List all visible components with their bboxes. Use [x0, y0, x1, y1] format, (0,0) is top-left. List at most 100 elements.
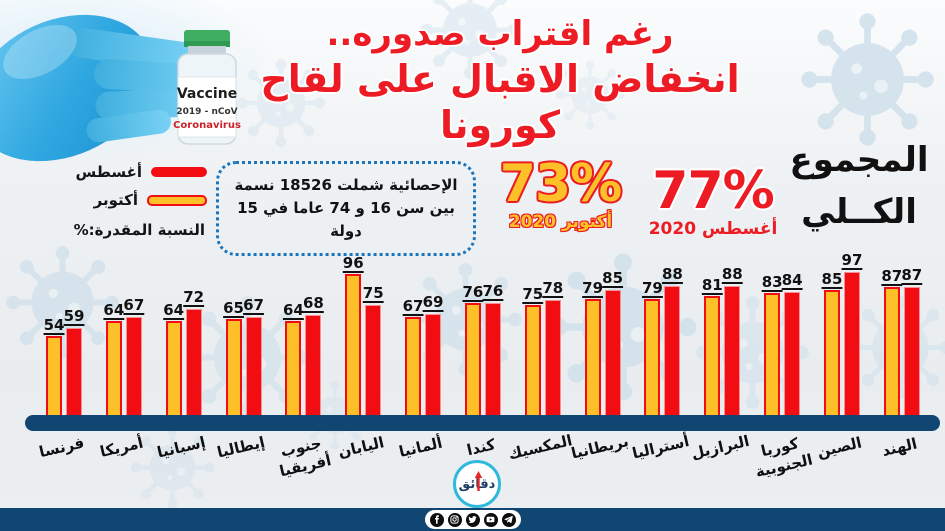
bar-value: 64	[163, 300, 185, 319]
grand-total-line2: الكــلي	[801, 192, 917, 232]
total-august-label: أغسطس 2020	[648, 219, 778, 239]
bar-group: 64 67	[103, 296, 144, 417]
country-label: البرازيل	[689, 431, 751, 463]
legend-item-october: أكتوبر	[12, 191, 207, 209]
bar-october: 79	[642, 279, 663, 417]
bar-value: 67	[123, 295, 145, 314]
country-label: المكسيك	[506, 431, 575, 464]
telegram-icon[interactable]	[501, 512, 516, 527]
country-label: إسبانيا	[155, 432, 208, 462]
country-label-cell: أمريكا	[98, 434, 145, 476]
bar-group: 76 76	[462, 282, 503, 417]
bar-value: 79	[582, 278, 604, 297]
daqaeq-logo: دقائق	[452, 459, 502, 509]
country-label-cell: الصين	[816, 433, 864, 476]
bar-august: 68	[303, 294, 324, 417]
vial-brand-text: Vaccine	[177, 86, 237, 102]
bar-value: 59	[63, 307, 85, 326]
vial-sub-text: 2019 - nCoV	[176, 107, 237, 117]
chart-baseline	[25, 415, 940, 431]
bar-value: 76	[482, 282, 504, 301]
country-label-cell: بريطانيا	[570, 432, 631, 476]
bar-value: 84	[781, 270, 803, 289]
bar-group: 65 67	[223, 296, 264, 417]
bar-august: 75	[363, 284, 384, 417]
country-label: فرنسا	[37, 433, 87, 462]
bar-august: 76	[482, 282, 503, 417]
survey-stats-box: الإحصائية شملت 18526 نسمة بين سن 16 و 74…	[216, 161, 476, 256]
bar-value: 96	[342, 253, 364, 272]
country-label: كوريا الجنوبية	[753, 434, 815, 482]
total-august: 77% أغسطس 2020	[648, 165, 778, 239]
bar-august: 78	[542, 279, 563, 417]
bar-value: 72	[183, 288, 205, 307]
bar-group: 54 59	[44, 307, 84, 417]
bar-august: 67	[123, 296, 144, 417]
total-august-value: 77%	[652, 161, 774, 221]
bar-august: 87	[901, 266, 922, 417]
bar-october: 79	[582, 279, 603, 417]
legend-item-august: أغسطس	[12, 163, 207, 181]
bar-august: 85	[602, 269, 623, 417]
legend-swatch-october	[147, 194, 207, 206]
bar-october: 64	[283, 301, 304, 417]
country-label: أمريكا	[98, 433, 145, 461]
bar-value: 76	[462, 283, 484, 302]
bar-august: 88	[662, 265, 683, 417]
country-label-cell: أستراليا	[630, 432, 690, 476]
logo-text: دقائق	[459, 477, 496, 492]
bar-group: 64 68	[283, 294, 324, 417]
headline: رغم اقتراب صدوره.. انخفاض الاقبال على لق…	[240, 12, 760, 148]
bar-value: 87	[881, 267, 903, 286]
country-label-cell: كوريا الجنوبية	[754, 434, 815, 481]
vial-name-text: Coronavirus	[173, 120, 241, 131]
bar-value: 64	[103, 300, 125, 319]
youtube-icon[interactable]	[483, 512, 498, 527]
bar-october: 67	[403, 297, 424, 417]
bar-group: 79 85	[582, 269, 623, 417]
country-label-cell: الهند	[880, 434, 920, 476]
country-label: اليابان	[336, 433, 386, 462]
logo-arrow	[474, 471, 483, 491]
bar-value: 75	[362, 283, 384, 302]
bar-value: 88	[721, 264, 743, 283]
bar-value: 68	[302, 294, 324, 313]
legend-swatch-august	[151, 167, 207, 177]
survey-stats-line1: الإحصائية شملت 18526 نسمة	[234, 176, 458, 194]
bar-october: 76	[462, 283, 483, 417]
bar-value: 88	[662, 264, 683, 283]
bar-value: 87	[901, 266, 923, 285]
bar-august: 59	[64, 307, 84, 417]
grand-total-line1: المجموع	[789, 140, 929, 180]
total-october: 73% أكتوبر 2020	[498, 158, 623, 232]
hand-vaccine-photo: Vaccine 2019 - nCoV Coronavirus	[0, 0, 270, 165]
country-label: بريطانيا	[569, 431, 631, 463]
country-label-cell: اليابان	[336, 433, 385, 476]
country-label-cell: إيطاليا	[216, 433, 267, 476]
bar-october: 96	[343, 254, 364, 417]
country-label-cell: المكسيك	[507, 431, 574, 476]
twitter-icon[interactable]	[465, 512, 480, 527]
country-label-cell: فرنسا	[37, 433, 86, 476]
survey-stats-line2: بين سن 16 و 74 عاما في 15 دولة	[237, 199, 455, 240]
bar-value: 78	[542, 279, 564, 298]
instagram-icon[interactable]	[447, 512, 462, 527]
bar-august: 72	[183, 288, 204, 417]
bar-value: 85	[821, 270, 843, 289]
country-label: الصين	[815, 433, 864, 462]
headline-line2: انخفاض الاقبال على لقاح كورونا	[260, 57, 740, 147]
bar-october: 75	[522, 285, 543, 417]
bar-group: 81 88	[702, 265, 743, 417]
country-label-cell: إسبانيا	[156, 433, 208, 476]
legend-label-august: أغسطس	[75, 163, 142, 181]
legend-note: النسبة المقدرة:%	[73, 221, 205, 239]
facebook-icon[interactable]	[429, 512, 444, 527]
bar-value: 67	[402, 296, 424, 315]
bar-october: 64	[163, 301, 184, 417]
bar-august: 67	[243, 296, 264, 417]
bar-value: 79	[642, 278, 663, 297]
total-october-value: 73%	[499, 154, 622, 214]
country-label-cell: جنوب أفريقيا	[278, 434, 333, 481]
gloved-hand-vial-illustration: Vaccine 2019 - nCoV Coronavirus	[0, 14, 241, 162]
bar-value: 81	[701, 275, 723, 294]
